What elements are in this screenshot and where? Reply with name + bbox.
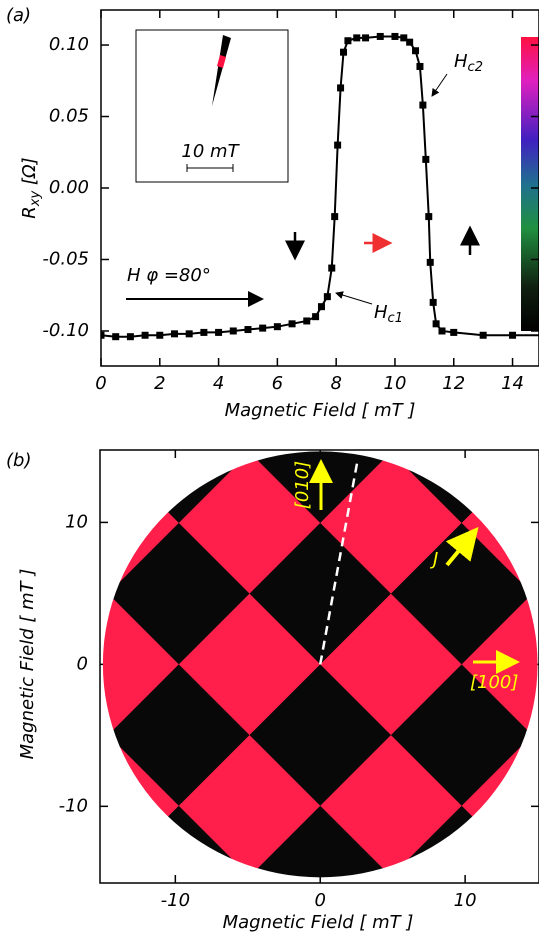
data-point <box>427 259 434 266</box>
y-tick-label: -10 <box>59 795 88 816</box>
data-point <box>312 313 319 320</box>
data-point <box>509 332 516 339</box>
data-point <box>430 299 437 306</box>
colorbar <box>521 37 539 331</box>
x-tick-label: 6 <box>272 373 283 394</box>
y-tick-label: 0.10 <box>49 34 89 55</box>
y-axis-title: Magnetic Field [ mT ] <box>17 569 38 760</box>
data-point <box>156 332 163 339</box>
data-point <box>274 323 281 330</box>
x-tick-label: 2 <box>154 373 165 394</box>
data-point <box>334 142 341 149</box>
data-point <box>186 330 193 337</box>
y-axis-title: Rxy [Ω] <box>19 157 43 218</box>
panel-label: (a) <box>6 5 31 26</box>
data-point <box>425 213 432 220</box>
data-point <box>340 49 347 56</box>
x-tick-label: -10 <box>161 890 190 911</box>
hc1-pointer <box>336 293 372 304</box>
data-point <box>406 39 413 46</box>
figure: 0 2 4 6 8 10 12 14 -0.10 -0.05 0.00 0.05 0.10 (a) Magn… <box>0 0 539 939</box>
data-point <box>112 333 119 340</box>
data-line <box>101 36 539 336</box>
hc2-label: Hc2 <box>454 51 483 75</box>
hc1-label-main: H <box>374 302 388 323</box>
panel-label: (b) <box>6 450 31 471</box>
x-axis-title: Magnetic Field [ mT ] <box>225 400 416 421</box>
x-tick-label: 14 <box>501 373 524 394</box>
x-tick-label: 0 <box>95 373 106 394</box>
data-point <box>244 326 251 333</box>
data-point <box>422 156 429 163</box>
data-point <box>127 333 134 340</box>
x-tick-label: 10 <box>454 890 477 911</box>
inset-wedge-red <box>217 55 226 68</box>
x-tick-label: 8 <box>330 373 341 394</box>
x-tick-label: 0 <box>314 890 325 911</box>
data-point <box>362 34 369 41</box>
field-label: H φ =80° <box>127 265 211 286</box>
data-point <box>412 47 419 54</box>
data-point <box>416 63 423 70</box>
data-point <box>344 37 351 44</box>
data-point <box>142 332 149 339</box>
data-point <box>377 33 384 40</box>
label-010: [010] <box>292 461 313 509</box>
y-tick-label: 0.00 <box>49 177 89 198</box>
data-point <box>230 327 237 334</box>
plot-area <box>98 33 539 340</box>
data-point <box>98 332 105 339</box>
inset-wedge <box>212 35 231 106</box>
data-point <box>259 325 266 332</box>
scale-label: 10 mT <box>181 141 240 162</box>
y-tick-label: 0.05 <box>49 106 89 127</box>
data-point <box>450 329 457 336</box>
x-axis-title: Magnetic Field [ mT ] <box>223 912 414 933</box>
hc2-label-sub: c2 <box>468 60 483 75</box>
data-point <box>303 317 310 324</box>
data-point <box>215 329 222 336</box>
data-point <box>391 33 398 40</box>
y-tick-label: -0.10 <box>42 320 89 341</box>
y-tick-label: 0 <box>77 653 88 674</box>
data-point <box>337 84 344 91</box>
data-point <box>419 102 426 109</box>
x-tick-label: 4 <box>213 373 224 394</box>
data-point <box>331 213 338 220</box>
data-point <box>318 303 325 310</box>
data-point <box>324 293 331 300</box>
data-point <box>480 332 487 339</box>
x-tick-label: 12 <box>442 373 465 394</box>
y-tick-label: 10 <box>65 511 88 532</box>
hc1-label-sub: c1 <box>388 311 403 326</box>
panel-a: 0 2 4 6 8 10 12 14 -0.10 -0.05 0.00 0.05 0.10 (a) Magn… <box>6 5 539 421</box>
x-tick-label: 10 <box>384 373 407 394</box>
y-axis-title-rest: [Ω] <box>19 157 40 191</box>
label-100: [100] <box>470 672 518 693</box>
data-point <box>353 34 360 41</box>
y-tick-label: -0.05 <box>42 248 89 269</box>
data-point <box>200 329 207 336</box>
data-point <box>433 320 440 327</box>
data-point <box>328 265 335 272</box>
hc2-pointer <box>432 74 447 96</box>
hc1-label: Hc1 <box>374 302 403 326</box>
data-point <box>171 330 178 337</box>
hc2-label-main: H <box>454 51 468 72</box>
y-axis-title-main: R <box>19 206 40 219</box>
y-axis-title-sub: xy <box>28 191 43 208</box>
data-point <box>289 320 296 327</box>
data-point <box>438 327 445 334</box>
